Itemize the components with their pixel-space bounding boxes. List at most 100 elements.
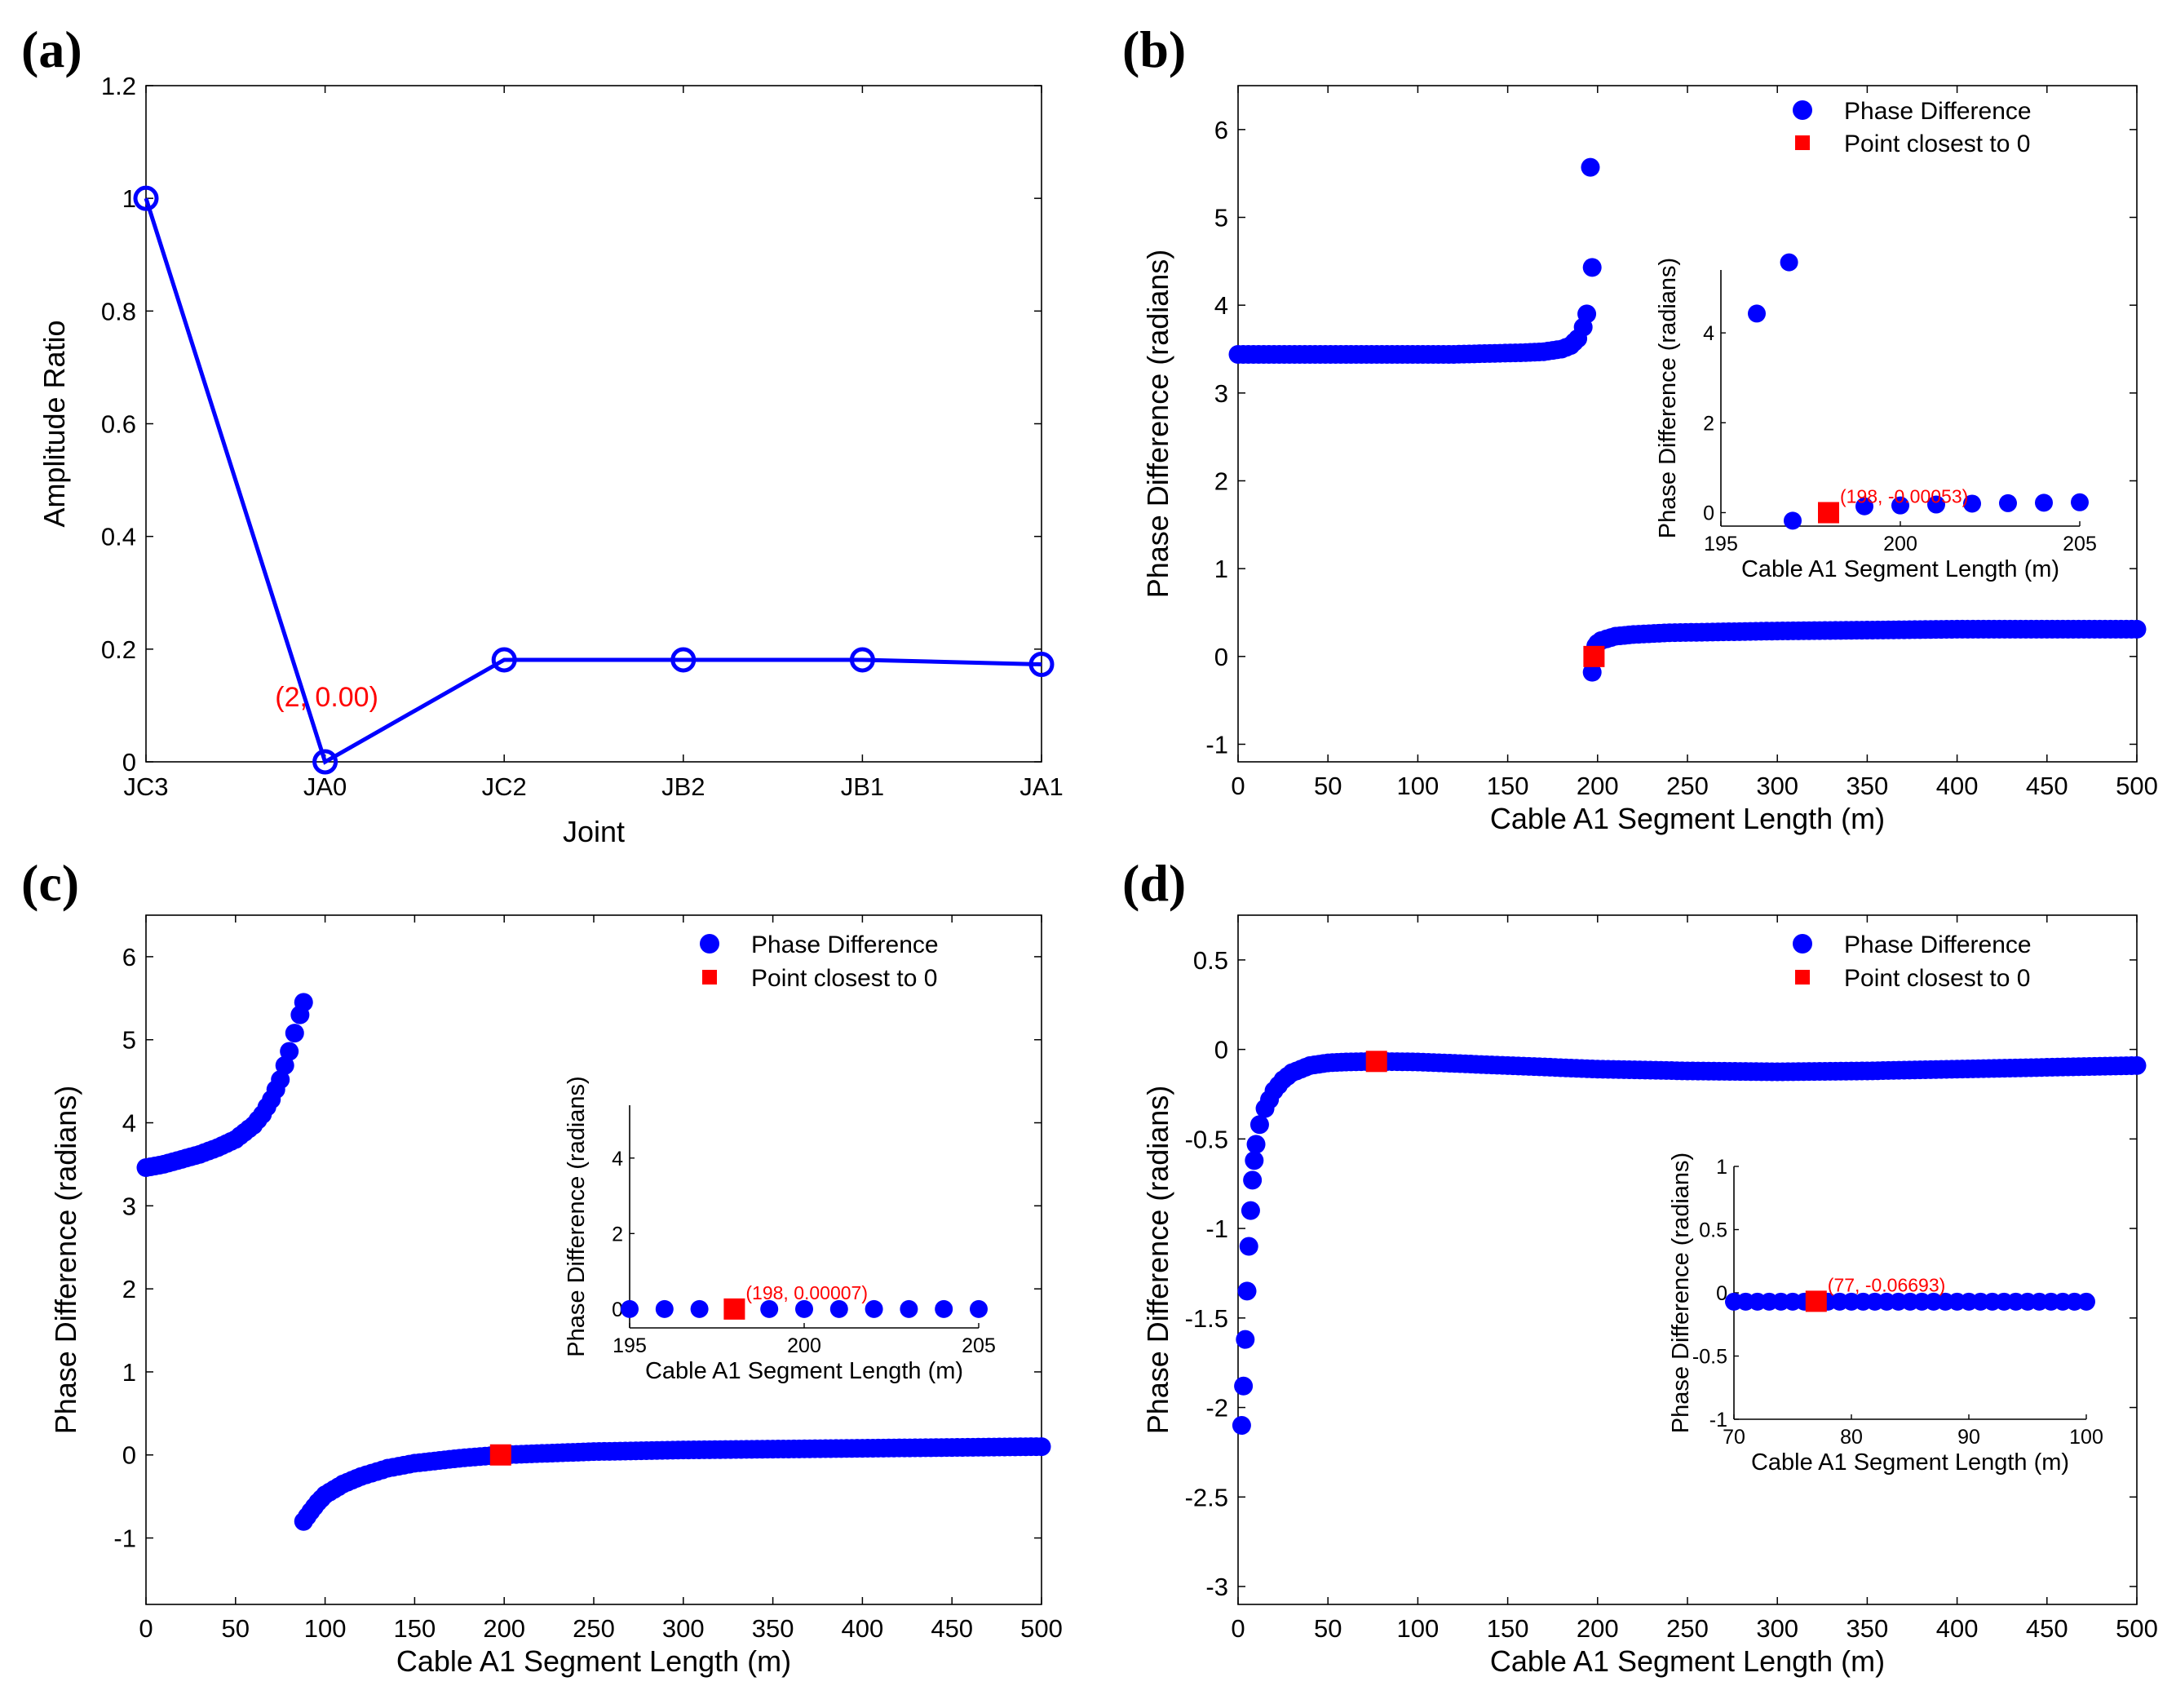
x-tick-label: 100 bbox=[304, 1614, 347, 1643]
inset-x-axis-label: Cable A1 Segment Length (m) bbox=[645, 1358, 963, 1384]
phase-difference-point bbox=[1032, 1437, 1051, 1457]
inset-data-point bbox=[935, 1299, 953, 1318]
legend-marker-phase-difference bbox=[1793, 100, 1812, 120]
y-tick-label: -1.5 bbox=[1185, 1304, 1228, 1333]
panel-b: 0 50 100 150 200 250 300 350 400 450 500-10123456C… bbox=[1122, 20, 2158, 835]
inset-data-point bbox=[900, 1299, 918, 1318]
x-tick-label: 0 bbox=[1231, 1614, 1245, 1643]
y-tick-label: 2 bbox=[1214, 467, 1228, 495]
legend-label: Point closest to 0 bbox=[1844, 131, 2030, 157]
y-tick-label: -1 bbox=[113, 1524, 136, 1553]
inset-annotation: (77, -0.06693) bbox=[1828, 1274, 1945, 1295]
x-tick-label: JA1 bbox=[1019, 772, 1063, 801]
inset-y-tick-label: -0.5 bbox=[1692, 1346, 1727, 1369]
y-tick-label: 1 bbox=[122, 184, 136, 213]
phase-difference-point bbox=[1246, 1135, 1266, 1154]
x-tick-label: 50 bbox=[222, 1614, 250, 1643]
phase-difference-point bbox=[1241, 1201, 1260, 1220]
x-tick-label: 400 bbox=[1936, 1614, 1979, 1643]
y-tick-label: 0.8 bbox=[101, 297, 136, 325]
y-tick-label: 0 bbox=[1214, 643, 1228, 671]
x-axis-label: Cable A1 Segment Length (m) bbox=[1490, 1644, 1885, 1678]
phase-difference-point bbox=[1232, 1416, 1251, 1436]
panel-d: 0 50 100 150 200 250 300 350 400 450 500-3-2.5-2-1… bbox=[1122, 854, 2158, 1678]
x-tick-label: JB2 bbox=[661, 772, 705, 801]
x-tick-label: 400 bbox=[842, 1614, 884, 1643]
inset-y-tick-label: 0 bbox=[1716, 1282, 1727, 1305]
x-tick-label: 200 bbox=[1577, 1614, 1619, 1643]
y-axis-label: Amplitude Ratio bbox=[38, 320, 71, 527]
x-tick-label: 500 bbox=[2116, 772, 2158, 800]
y-tick-label: -1 bbox=[1205, 1215, 1228, 1243]
inset-data-point bbox=[2035, 493, 2053, 512]
phase-difference-series bbox=[1228, 157, 2147, 682]
y-tick-label: 1 bbox=[1214, 555, 1228, 583]
x-tick-label: 450 bbox=[2026, 772, 2068, 800]
panel-label: (c) bbox=[21, 854, 79, 912]
y-tick-label: 1.2 bbox=[101, 72, 136, 100]
y-tick-label: 6 bbox=[122, 943, 136, 971]
inset-y-tick-label: 4 bbox=[1703, 322, 1714, 345]
inset-data-point bbox=[1780, 253, 1798, 272]
legend-marker-closest bbox=[1795, 135, 1810, 150]
y-tick-label: 0.2 bbox=[101, 635, 136, 664]
legend: Phase Difference Point closest to 0 bbox=[1793, 98, 2032, 157]
y-tick-label: 0 bbox=[122, 1441, 136, 1470]
inset-data-point bbox=[795, 1299, 813, 1318]
y-tick-label: 0.6 bbox=[101, 410, 136, 439]
inset-data-point bbox=[970, 1299, 988, 1318]
y-tick-label: 3 bbox=[122, 1192, 136, 1220]
closest-to-zero-marker bbox=[1365, 1051, 1387, 1073]
x-tick-label: 500 bbox=[1020, 1614, 1063, 1643]
y-tick-label: -3 bbox=[1205, 1573, 1228, 1601]
inset-background bbox=[564, 1081, 1003, 1393]
panel-label: (d) bbox=[1122, 854, 1186, 912]
inset-background bbox=[1669, 1142, 2111, 1485]
inset-plot: 195 200 205 0 2 4 Cable A1 Segment Length (m) P… bbox=[1655, 246, 2104, 591]
phase-difference-point bbox=[280, 1042, 299, 1061]
inset-x-tick-label: 195 bbox=[613, 1334, 647, 1357]
inset-y-tick-label: 0 bbox=[1703, 502, 1714, 524]
inset-closest-marker bbox=[1818, 502, 1839, 524]
x-tick-label: 300 bbox=[1756, 772, 1798, 800]
y-tick-label: 2 bbox=[122, 1275, 136, 1303]
phase-difference-point bbox=[1236, 1330, 1255, 1349]
inset-x-tick-label: 200 bbox=[787, 1334, 821, 1357]
y-tick-label: -2 bbox=[1205, 1394, 1228, 1423]
x-tick-label: 300 bbox=[662, 1614, 705, 1643]
phase-difference-point bbox=[271, 1070, 290, 1090]
inset-y-axis-label: Phase Difference (radians) bbox=[1655, 258, 1681, 538]
data-point-marker bbox=[312, 749, 338, 775]
inset-x-tick-label: 205 bbox=[962, 1334, 996, 1357]
phase-difference-point bbox=[1237, 1281, 1257, 1301]
y-tick-label: 0.5 bbox=[1193, 946, 1228, 975]
phase-difference-point bbox=[1581, 157, 1600, 177]
x-tick-label: 250 bbox=[1666, 1614, 1709, 1643]
legend-marker-phase-difference bbox=[700, 934, 719, 954]
y-tick-label: 5 bbox=[122, 1026, 136, 1055]
inset-y-tick-label: -1 bbox=[1709, 1409, 1727, 1431]
legend-label: Point closest to 0 bbox=[1844, 965, 2030, 992]
legend: Phase Difference Point closest to 0 bbox=[700, 931, 939, 992]
phase-difference-series bbox=[1232, 1051, 2147, 1436]
inset-data-point bbox=[2071, 493, 2089, 511]
inset-data-point bbox=[1855, 497, 1873, 515]
inset-data-point bbox=[1963, 494, 1981, 513]
x-tick-label: JC2 bbox=[482, 772, 527, 801]
x-tick-label: 0 bbox=[139, 1614, 153, 1643]
inset-y-tick-label: 1 bbox=[1716, 1156, 1727, 1179]
inset-x-axis-label: Cable A1 Segment Length (m) bbox=[1751, 1449, 2069, 1476]
inset-data-point bbox=[690, 1299, 709, 1318]
panel-label: (a) bbox=[21, 20, 82, 78]
legend-label: Phase Difference bbox=[751, 931, 939, 958]
y-tick-label: -1 bbox=[1205, 730, 1228, 759]
phase-difference-point bbox=[1249, 1115, 1269, 1135]
inset-closest-marker bbox=[1805, 1290, 1827, 1312]
inset-x-tick-label: 195 bbox=[1704, 533, 1738, 555]
amplitude-line bbox=[144, 197, 1042, 765]
inset-y-axis-label: Phase Difference (radians) bbox=[564, 1076, 590, 1356]
closest-to-zero-marker bbox=[489, 1444, 511, 1466]
legend-label: Phase Difference bbox=[1844, 931, 2032, 958]
x-tick-label: 100 bbox=[1397, 1614, 1440, 1643]
